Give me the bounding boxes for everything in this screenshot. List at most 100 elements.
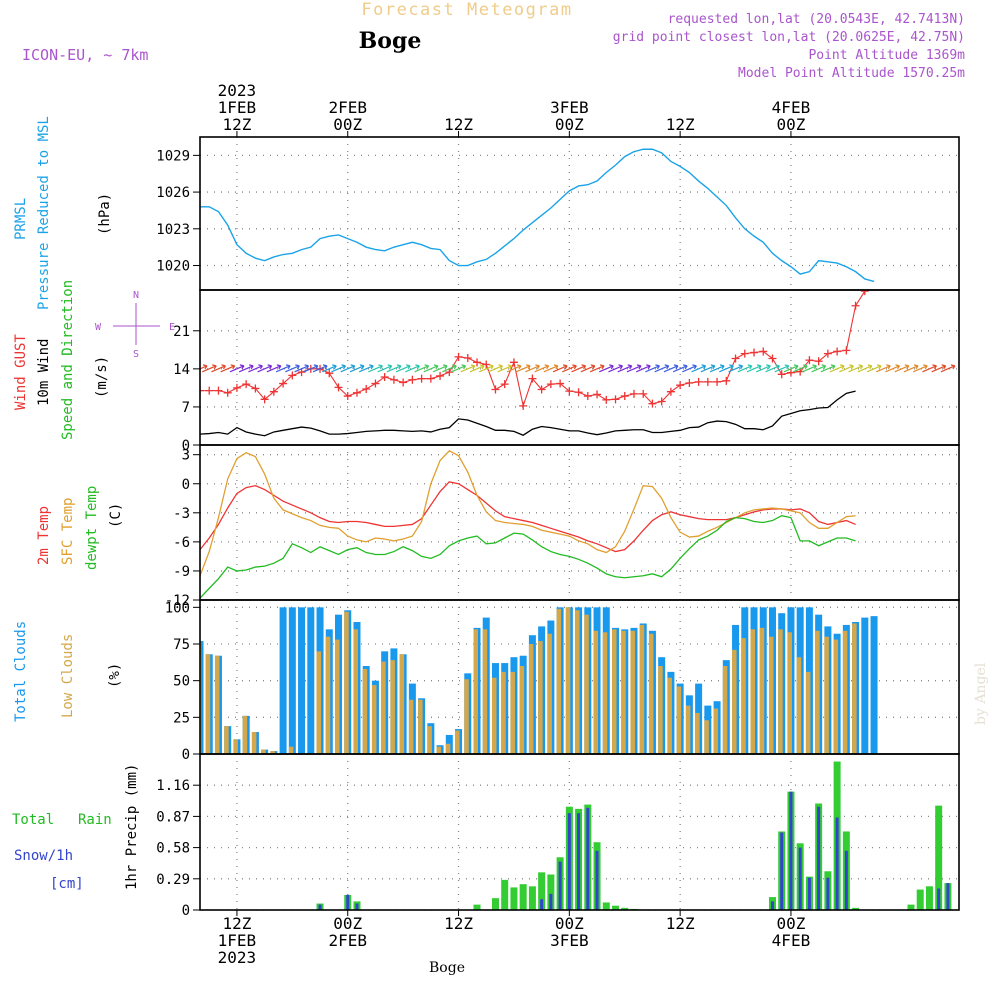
wind-arrow [719, 364, 734, 373]
bottom-time-label: 12Z [222, 914, 251, 933]
low-cloud-bar [316, 651, 322, 754]
low-cloud-bar [796, 657, 802, 754]
wind-arrow [285, 364, 300, 373]
wind-arrow [515, 364, 531, 373]
low-cloud-bar [270, 751, 275, 754]
wind-arrow [829, 364, 845, 373]
rain-bar [612, 905, 620, 910]
gust-marker [740, 349, 749, 358]
wind-arrow [682, 364, 697, 373]
bottom-time-label: 00Z [776, 914, 805, 933]
gust-marker [620, 392, 629, 401]
wind-arrow [423, 364, 439, 373]
gust-marker [362, 384, 371, 393]
snow-unit-label: [cm] [50, 876, 84, 892]
low-cloud-bar [482, 629, 488, 754]
gust-marker [325, 369, 334, 378]
wind-arrow [839, 364, 854, 373]
total-cloud-bar [298, 607, 306, 754]
wind-arrow [709, 364, 725, 373]
y-tick-label: 0.58 [156, 841, 190, 857]
wind-arrow [469, 364, 485, 373]
gust-marker [685, 379, 694, 387]
wind-arrow [765, 364, 780, 373]
low-cloud-bar [639, 624, 645, 754]
rain-bar [491, 898, 499, 910]
low-cloud-bar [519, 666, 525, 754]
low-cloud-bar [787, 632, 792, 754]
gust-marker [223, 388, 232, 397]
low-cloud-bar [224, 726, 229, 754]
bottom-time-label: 2FEB [328, 931, 367, 950]
wind-arrow [200, 364, 208, 370]
low-cloud-bar [501, 671, 506, 754]
gust-marker [731, 354, 740, 363]
y-tick-label: 14 [173, 362, 190, 378]
model-altitude: Model Point Altitude 1570.25m [738, 66, 965, 81]
gust-marker [851, 301, 860, 310]
rain-bar [621, 907, 629, 910]
precip-labels: Total Rain Snow/1h [cm] 1hr Precip (mm) [12, 764, 140, 892]
gust-marker [251, 384, 260, 393]
gust-marker [750, 348, 759, 357]
bottom-time-label: 4FEB [772, 931, 811, 950]
gust-marker [639, 389, 648, 398]
top-time-label: 12Z [444, 115, 473, 134]
gust-marker [408, 375, 417, 384]
gust-line [200, 290, 866, 408]
total-cloud-bar [307, 607, 315, 754]
snow-label: Snow/1h [14, 848, 73, 864]
grid-point-coords: grid point closest lon,lat (20.0625E, 42… [613, 30, 965, 45]
gust-marker [380, 373, 389, 382]
wind-arrow [525, 364, 540, 373]
wind-arrow [562, 364, 577, 373]
wind-arrow [885, 364, 901, 373]
y-tick-label: -3 [173, 506, 190, 522]
low-cloud-bar [667, 677, 672, 754]
snow-bar [346, 894, 350, 910]
wind-arrow [442, 364, 457, 373]
wind-arrow [303, 364, 319, 373]
snow-bar [817, 806, 821, 910]
wind-arrow [432, 364, 448, 373]
gust-marker [463, 353, 472, 362]
y-tick-label: -9 [173, 564, 190, 580]
low-cloud-bar [575, 610, 580, 754]
gust-marker [666, 387, 675, 396]
wind-arrow [783, 364, 799, 373]
y-tick-label: 1026 [156, 185, 190, 201]
rain-bar [852, 907, 860, 910]
snow-bar [318, 904, 322, 910]
rain-bar [538, 872, 546, 910]
total-cloud-bar [861, 617, 869, 754]
wind-arrow [238, 364, 254, 373]
wind-arrow [737, 364, 753, 373]
wind-arrow [663, 364, 679, 373]
low-cloud-bar [741, 638, 746, 754]
wind-labels: Wind GUST 10m Wind Speed and Direction (… [13, 280, 175, 440]
y-tick-label: 0 [182, 903, 190, 919]
low-cloud-bar [510, 671, 515, 754]
gust-marker [593, 390, 602, 399]
gust-marker [417, 374, 426, 383]
total-cloud-bar [200, 641, 204, 754]
wind-arrow [608, 364, 624, 373]
wind-arrow [599, 364, 614, 373]
low-cloud-bar [205, 654, 211, 754]
total-cloud-bar [288, 607, 296, 754]
low-cloud-bar [630, 630, 635, 754]
top-time-label: 1FEB [218, 98, 257, 117]
y-tick-label: 0 [182, 438, 190, 454]
panel-frame [199, 753, 960, 911]
rain-bar [935, 805, 943, 910]
gust-marker [205, 386, 214, 395]
y-tick-label: 75 [173, 637, 190, 653]
wind-arrow [792, 364, 808, 373]
wind-arrow [848, 364, 864, 373]
gust-marker [454, 352, 463, 361]
wind-arrow [543, 364, 559, 373]
sfc-temp-label: SFC Temp [60, 498, 76, 565]
low-cloud-bar [676, 686, 682, 754]
snow-bar [937, 888, 941, 910]
y-tick-label: 1.16 [156, 778, 190, 794]
